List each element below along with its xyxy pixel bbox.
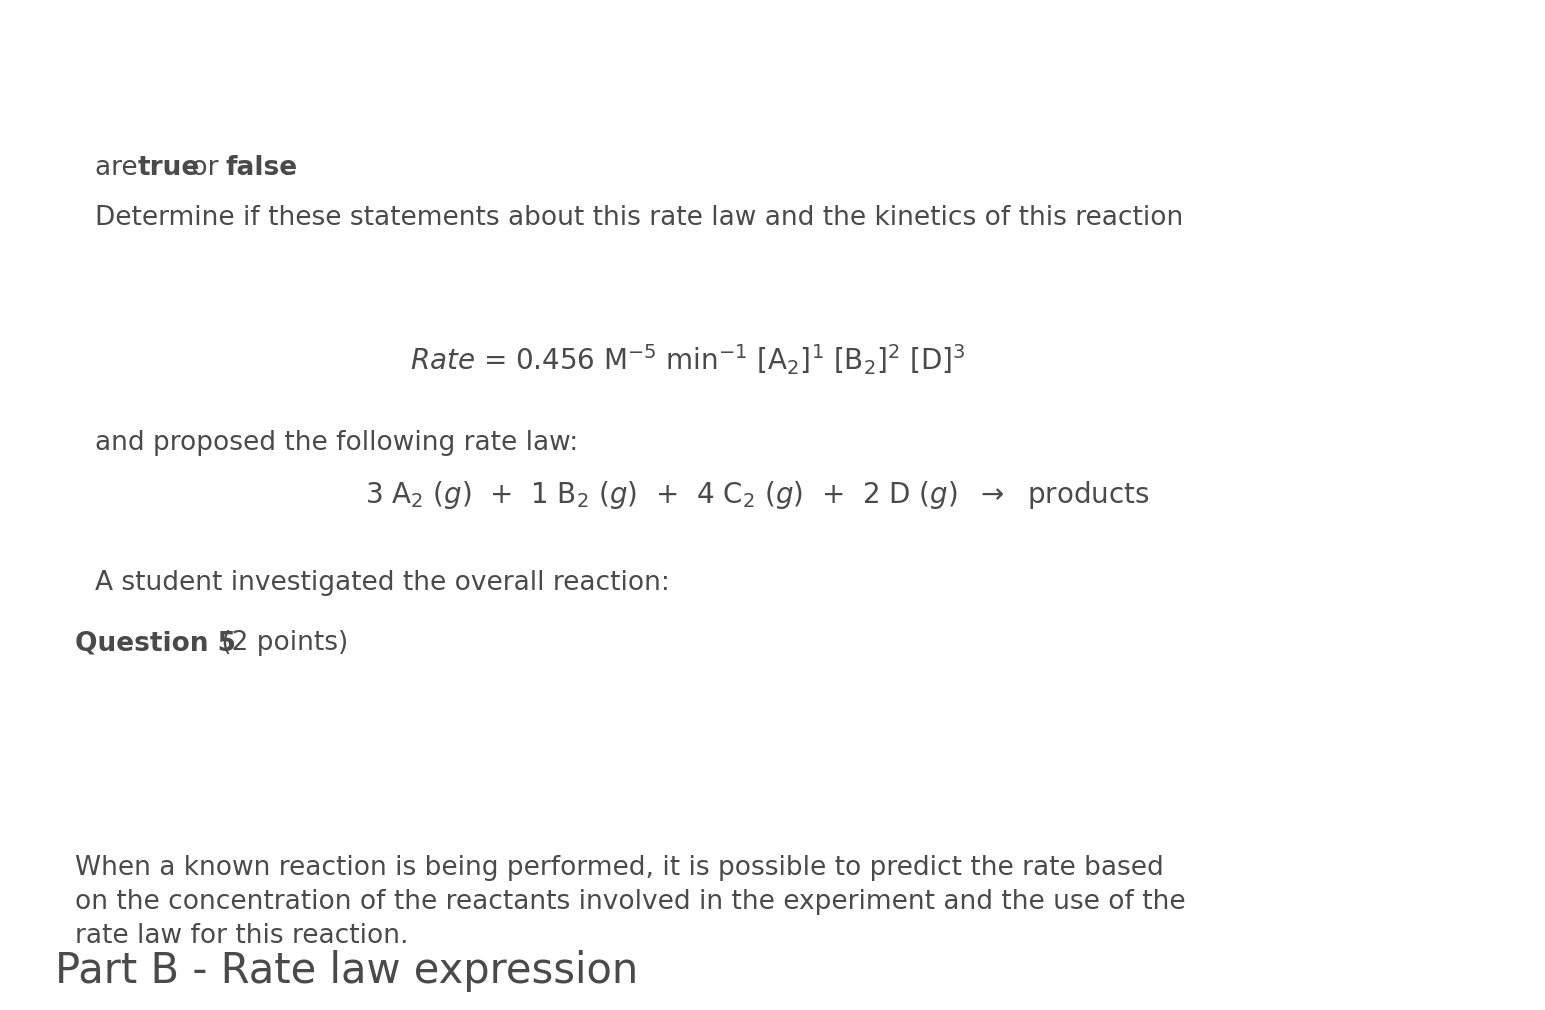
Text: Determine if these statements about this rate law and the kinetics of this react: Determine if these statements about this… (94, 205, 1183, 231)
Text: 3 A$_2$ ($g$)  +  1 B$_2$ ($g$)  +  4 C$_2$ ($g$)  +  2 D ($g$)  $\rightarrow$  : 3 A$_2$ ($g$) + 1 B$_2$ ($g$) + 4 C$_2$ … (365, 479, 1149, 511)
Text: rate law for this reaction.: rate law for this reaction. (76, 923, 408, 949)
Text: When a known reaction is being performed, it is possible to predict the rate bas: When a known reaction is being performed… (76, 855, 1163, 881)
Text: Question 5: Question 5 (76, 630, 236, 656)
Text: Part B - Rate law expression: Part B - Rate law expression (56, 950, 638, 992)
Text: false: false (226, 155, 298, 181)
Text: (2 points): (2 points) (213, 630, 348, 656)
Text: A student investigated the overall reaction:: A student investigated the overall react… (94, 570, 671, 596)
Text: on the concentration of the reactants involved in the experiment and the use of : on the concentration of the reactants in… (76, 889, 1185, 915)
Text: $\mathit{Rate}$ = 0.456 M$^{-5}$ min$^{-1}$ [A$_2$]$^1$ [B$_2$]$^2$ [D]$^3$: $\mathit{Rate}$ = 0.456 M$^{-5}$ min$^{-… (409, 342, 966, 378)
Text: and proposed the following rate law:: and proposed the following rate law: (94, 430, 578, 456)
Text: .: . (283, 155, 290, 181)
Text: are: are (94, 155, 145, 181)
Text: or: or (182, 155, 227, 181)
Text: true: true (138, 155, 201, 181)
